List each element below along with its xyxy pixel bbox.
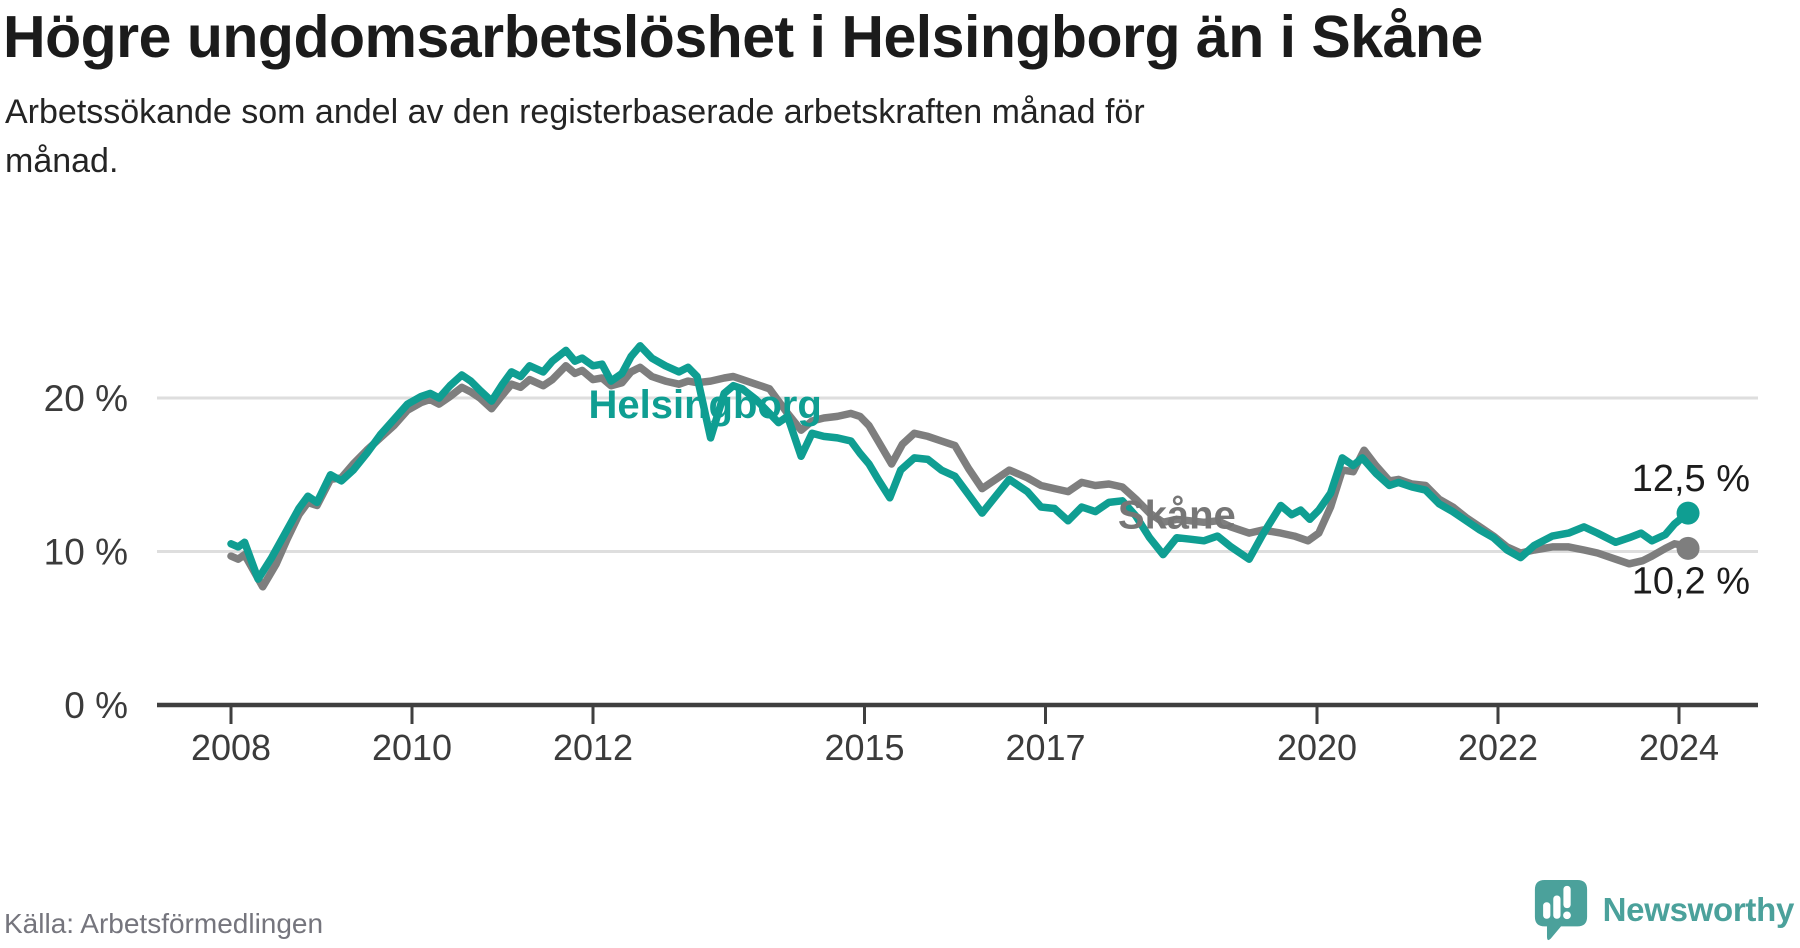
series-line-helsingborg [227,342,1692,583]
series-line-skåne [227,362,1692,591]
newsworthy-wordmark: Newsworthy [1602,891,1795,928]
x-tick-label-2017: 2017 [1005,727,1085,768]
chart-subtitle: Arbetssökande som andel av den registerb… [5,92,1145,181]
x-tick-label-2010: 2010 [372,727,452,768]
series-end-value-skåne: 10,2 % [1632,560,1750,602]
series-end-dot-skåne [1676,536,1700,560]
x-tick-label-2020: 2020 [1277,727,1357,768]
x-tick-label-2012: 2012 [553,727,633,768]
y-axis-label-0: 0 % [64,685,128,726]
series-end-value-helsingborg: 12,5 % [1632,458,1750,500]
newsworthy-logo: Newsworthy [1532,878,1794,942]
chart-footer: Källa: Arbetsförmedlingen Newsworthy [0,868,1800,948]
series-label-helsingborg: Helsingborg [588,383,821,427]
x-tick-label-2015: 2015 [824,727,904,768]
chart-title: Högre ungdomsarbetslöshet i Helsingborg … [3,4,1483,70]
x-tick-label-2008: 2008 [191,727,271,768]
source-note: Källa: Arbetsförmedlingen [4,908,324,939]
series-label-skåne: Skåne [1118,493,1236,537]
newsworthy-bubble-barchart-icon [1534,880,1587,941]
series-end-dot-helsingborg [1676,501,1700,525]
x-tick-label-2024: 2024 [1639,727,1719,768]
y-axis-label-20: 20 % [44,378,128,419]
x-tick-label-2022: 2022 [1458,727,1538,768]
chart-header: Högre ungdomsarbetslöshet i Helsingborg … [3,4,1770,186]
y-axis-label-10: 10 % [44,532,128,573]
